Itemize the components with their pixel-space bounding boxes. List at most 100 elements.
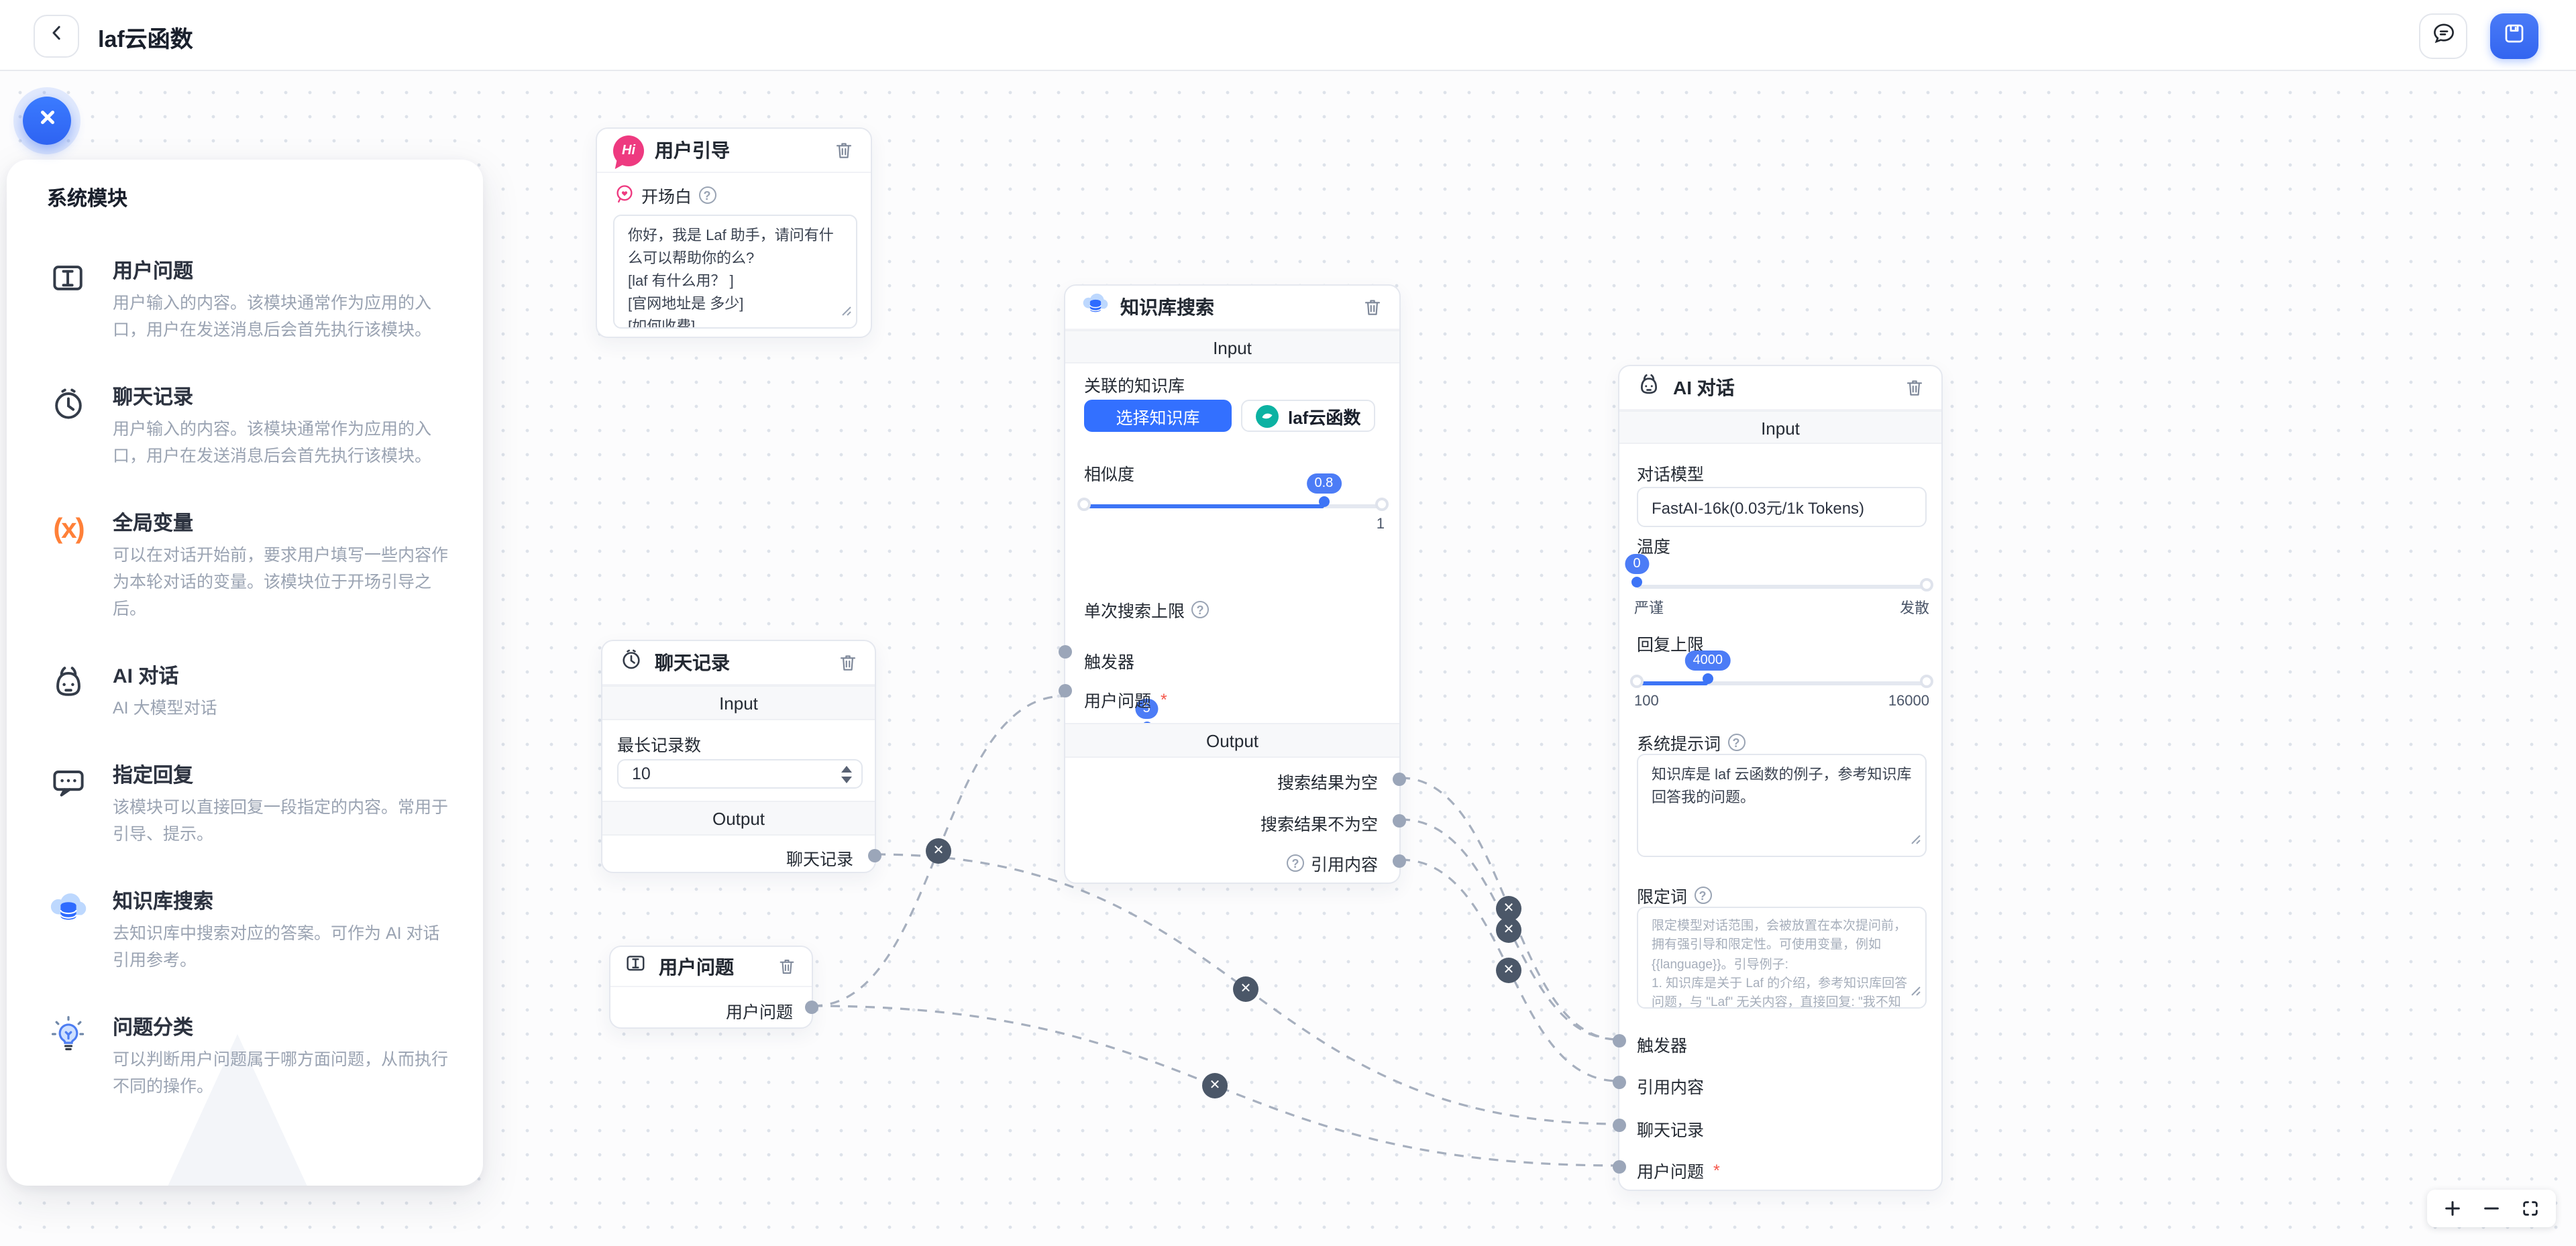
port-out-quote[interactable] [1393,854,1406,868]
node-user-guide[interactable]: Hi 用户引导 开场白 你好，我是 Laf 助手，请问有什么可以帮助你的么? [… [596,127,872,338]
watermark-triangle [90,1034,385,1186]
port-in-question[interactable] [1059,684,1072,697]
close-panel-button[interactable] [23,97,71,145]
chat-bubble-icon [2430,20,2456,52]
ibeam-icon [47,258,90,300]
module-item-user-question[interactable]: 用户问题 用户输入的内容。该模块通常作为应用的入口，用户在发送消息后会首先执行该模… [47,258,451,343]
node-ai-chat[interactable]: AI 对话 Input 对话模型 FastAI-16k(0.03元/1k Tok… [1613,365,1943,1191]
resize-grip-icon[interactable] [1911,979,1921,1003]
port-in-question[interactable] [1613,1160,1626,1174]
help-icon[interactable] [1694,887,1712,904]
port-out-not-empty[interactable] [1393,814,1406,828]
dataset-tag[interactable]: laf云函数 [1241,400,1376,432]
node-title: 知识库搜索 [1120,296,1214,318]
delete-edge-icon[interactable]: ✕ [1496,958,1521,983]
port-in-trigger[interactable] [1059,645,1072,659]
save-floppy-icon [2502,21,2526,52]
model-select[interactable]: FastAI-16k(0.03元/1k Tokens) [1637,487,1927,527]
output-not-empty-row: 搜索结果不为空 [1260,815,1378,834]
similarity-value-badge: 0.8 [1306,473,1342,494]
trash-icon[interactable] [777,956,798,977]
node-title: 用户问题 [659,956,734,977]
module-item-ai-chat[interactable]: AI 对话 AI 大模型对话 [47,663,451,722]
port-in-trigger[interactable] [1613,1034,1626,1047]
port-out-question[interactable] [805,1001,818,1014]
help-icon[interactable] [1286,854,1304,872]
kb-cloud-icon [1081,290,1110,325]
help-icon[interactable] [698,186,716,204]
node-title: 聊天记录 [655,652,730,673]
port-in-quote[interactable] [1613,1076,1626,1089]
module-item-chat-history[interactable]: 聊天记录 用户输入的内容。该模块通常作为应用的入口，用户在发送消息后会首先执行该模… [47,384,451,469]
bulb-icon [47,1014,90,1057]
trash-icon[interactable] [1904,377,1925,398]
node-user-question[interactable]: 用户问题 用户问题 [609,946,818,1029]
resize-grip-icon[interactable] [841,299,852,323]
help-icon[interactable] [1727,734,1746,751]
opening-textarea[interactable]: 你好，我是 Laf 助手，请问有什么可以帮助你的么? [laf 有什么用？ ] … [614,216,856,327]
clock-icon [619,646,644,679]
resize-grip-icon[interactable] [1911,828,1921,852]
module-item-question-classify[interactable]: 问题分类 可以判断用户问题属于哪方面问题，从而执行不同的操作。 [47,1014,451,1100]
select-dataset-button[interactable]: 选择知识库 [1084,400,1232,432]
max-records-input[interactable]: 10 [617,759,863,789]
trash-icon[interactable] [1362,296,1383,318]
delete-edge-icon[interactable]: ✕ [1233,976,1258,1002]
port-out-empty[interactable] [1393,773,1406,786]
variable-icon: (x) [53,514,85,545]
output-empty-row: 搜索结果为空 [1277,774,1378,793]
help-icon[interactable] [1191,601,1210,618]
robot-icon [1635,371,1662,404]
similarity-label: 相似度 [1084,465,1135,484]
limit-words-textarea[interactable] [1638,908,1925,1007]
input-section-header: Input [602,685,875,720]
temperature-slider-handle[interactable] [1631,577,1642,587]
stepper-icons[interactable] [841,760,852,787]
close-icon [37,107,57,134]
system-prompt-textarea[interactable]: 知识库是 laf 云函数的例子，参考知识库回答我的问题。 [1638,755,1925,856]
reply-limit-slider[interactable]: 4000 100 16000 [1630,650,1933,710]
input-question-row: 用户问题 * [1637,1161,1720,1182]
topbar: laf云函数 [0,0,2576,71]
reply-limit-slider-handle[interactable] [1702,673,1713,684]
limit-words-textarea-wrap [1637,907,1927,1009]
fit-view-icon[interactable] [2521,1199,2540,1218]
port-in-history[interactable] [1613,1119,1626,1132]
save-button[interactable] [2490,13,2538,59]
node-kb-search[interactable]: 知识库搜索 Input 关联的知识库 选择知识库 laf云函数 相似度 0.8 … [1059,284,1406,884]
heart-bubble-icon [614,183,635,207]
reply-bubble-icon [47,762,90,805]
port-out-history[interactable] [868,849,881,862]
max-records-label: 最长记录数 [617,736,702,755]
delete-edge-icon[interactable]: ✕ [926,838,951,864]
zoom-in-icon[interactable] [2443,1199,2462,1218]
reply-limit-value-badge: 4000 [1684,650,1731,671]
chat-test-button[interactable] [2419,13,2467,59]
input-section-header: Input [1065,330,1399,363]
output-quote-row: 引用内容 [1083,850,1378,876]
module-item-assigned-reply[interactable]: 指定回复 该模块可以直接回复一段指定的内容。常用于引导、提示。 [47,762,451,848]
delete-edge-icon[interactable]: ✕ [1202,1073,1228,1098]
node-chat-history[interactable]: 聊天记录 Input 最长记录数 10 Output 聊天记录 [601,640,881,873]
similarity-slider[interactable]: 0.8 1 [1077,473,1389,532]
input-quote-row: 引用内容 [1637,1078,1705,1097]
back-button[interactable] [34,15,79,58]
input-history-row: 聊天记录 [1637,1121,1705,1140]
similarity-slider-handle[interactable] [1318,496,1330,507]
temperature-value-badge: 0 [1625,554,1649,574]
trash-icon[interactable] [837,652,859,673]
module-item-global-variable[interactable]: (x) 全局变量 可以在对话开始前，要求用户填写一些内容作为本轮对话的变量。该模块… [47,510,451,622]
trash-icon[interactable] [833,139,855,161]
output-question-row: 用户问题 [725,1003,793,1022]
input-section-header: Input [1619,410,1941,444]
module-item-kb-search[interactable]: 知识库搜索 去知识库中搜索对应的答案。可作为 AI 对话引用参考。 [47,888,451,974]
temperature-slider[interactable]: 0 严谨 发散 [1625,554,1933,617]
input-trigger-row: 触发器 [1084,653,1135,672]
search-limit-label: 单次搜索上限 [1084,597,1210,622]
output-history-row: 聊天记录 [786,850,853,869]
delete-edge-icon[interactable]: ✕ [1496,917,1521,943]
panel-title: 系统模块 [47,188,128,211]
input-trigger-row: 触发器 [1637,1037,1688,1056]
zoom-out-icon[interactable] [2482,1199,2501,1218]
zoom-controls [2427,1190,2556,1227]
